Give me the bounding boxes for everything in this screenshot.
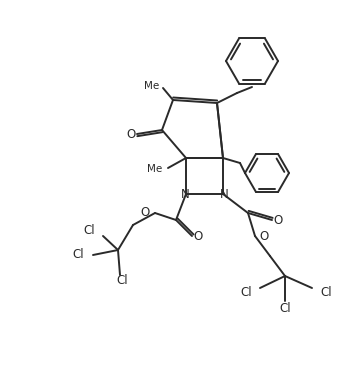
Text: Cl: Cl: [72, 248, 84, 262]
Text: O: O: [273, 215, 283, 227]
Text: Cl: Cl: [116, 275, 128, 287]
Text: O: O: [141, 206, 150, 219]
Text: N: N: [181, 188, 189, 201]
Text: Me: Me: [144, 81, 159, 91]
Text: Cl: Cl: [279, 301, 291, 315]
Text: O: O: [193, 230, 203, 244]
Text: Cl: Cl: [83, 224, 95, 237]
Text: N: N: [220, 188, 228, 201]
Text: Cl: Cl: [240, 287, 252, 300]
Text: Me: Me: [147, 164, 162, 174]
Text: O: O: [126, 127, 135, 141]
Text: Cl: Cl: [320, 287, 332, 300]
Text: O: O: [259, 230, 268, 244]
